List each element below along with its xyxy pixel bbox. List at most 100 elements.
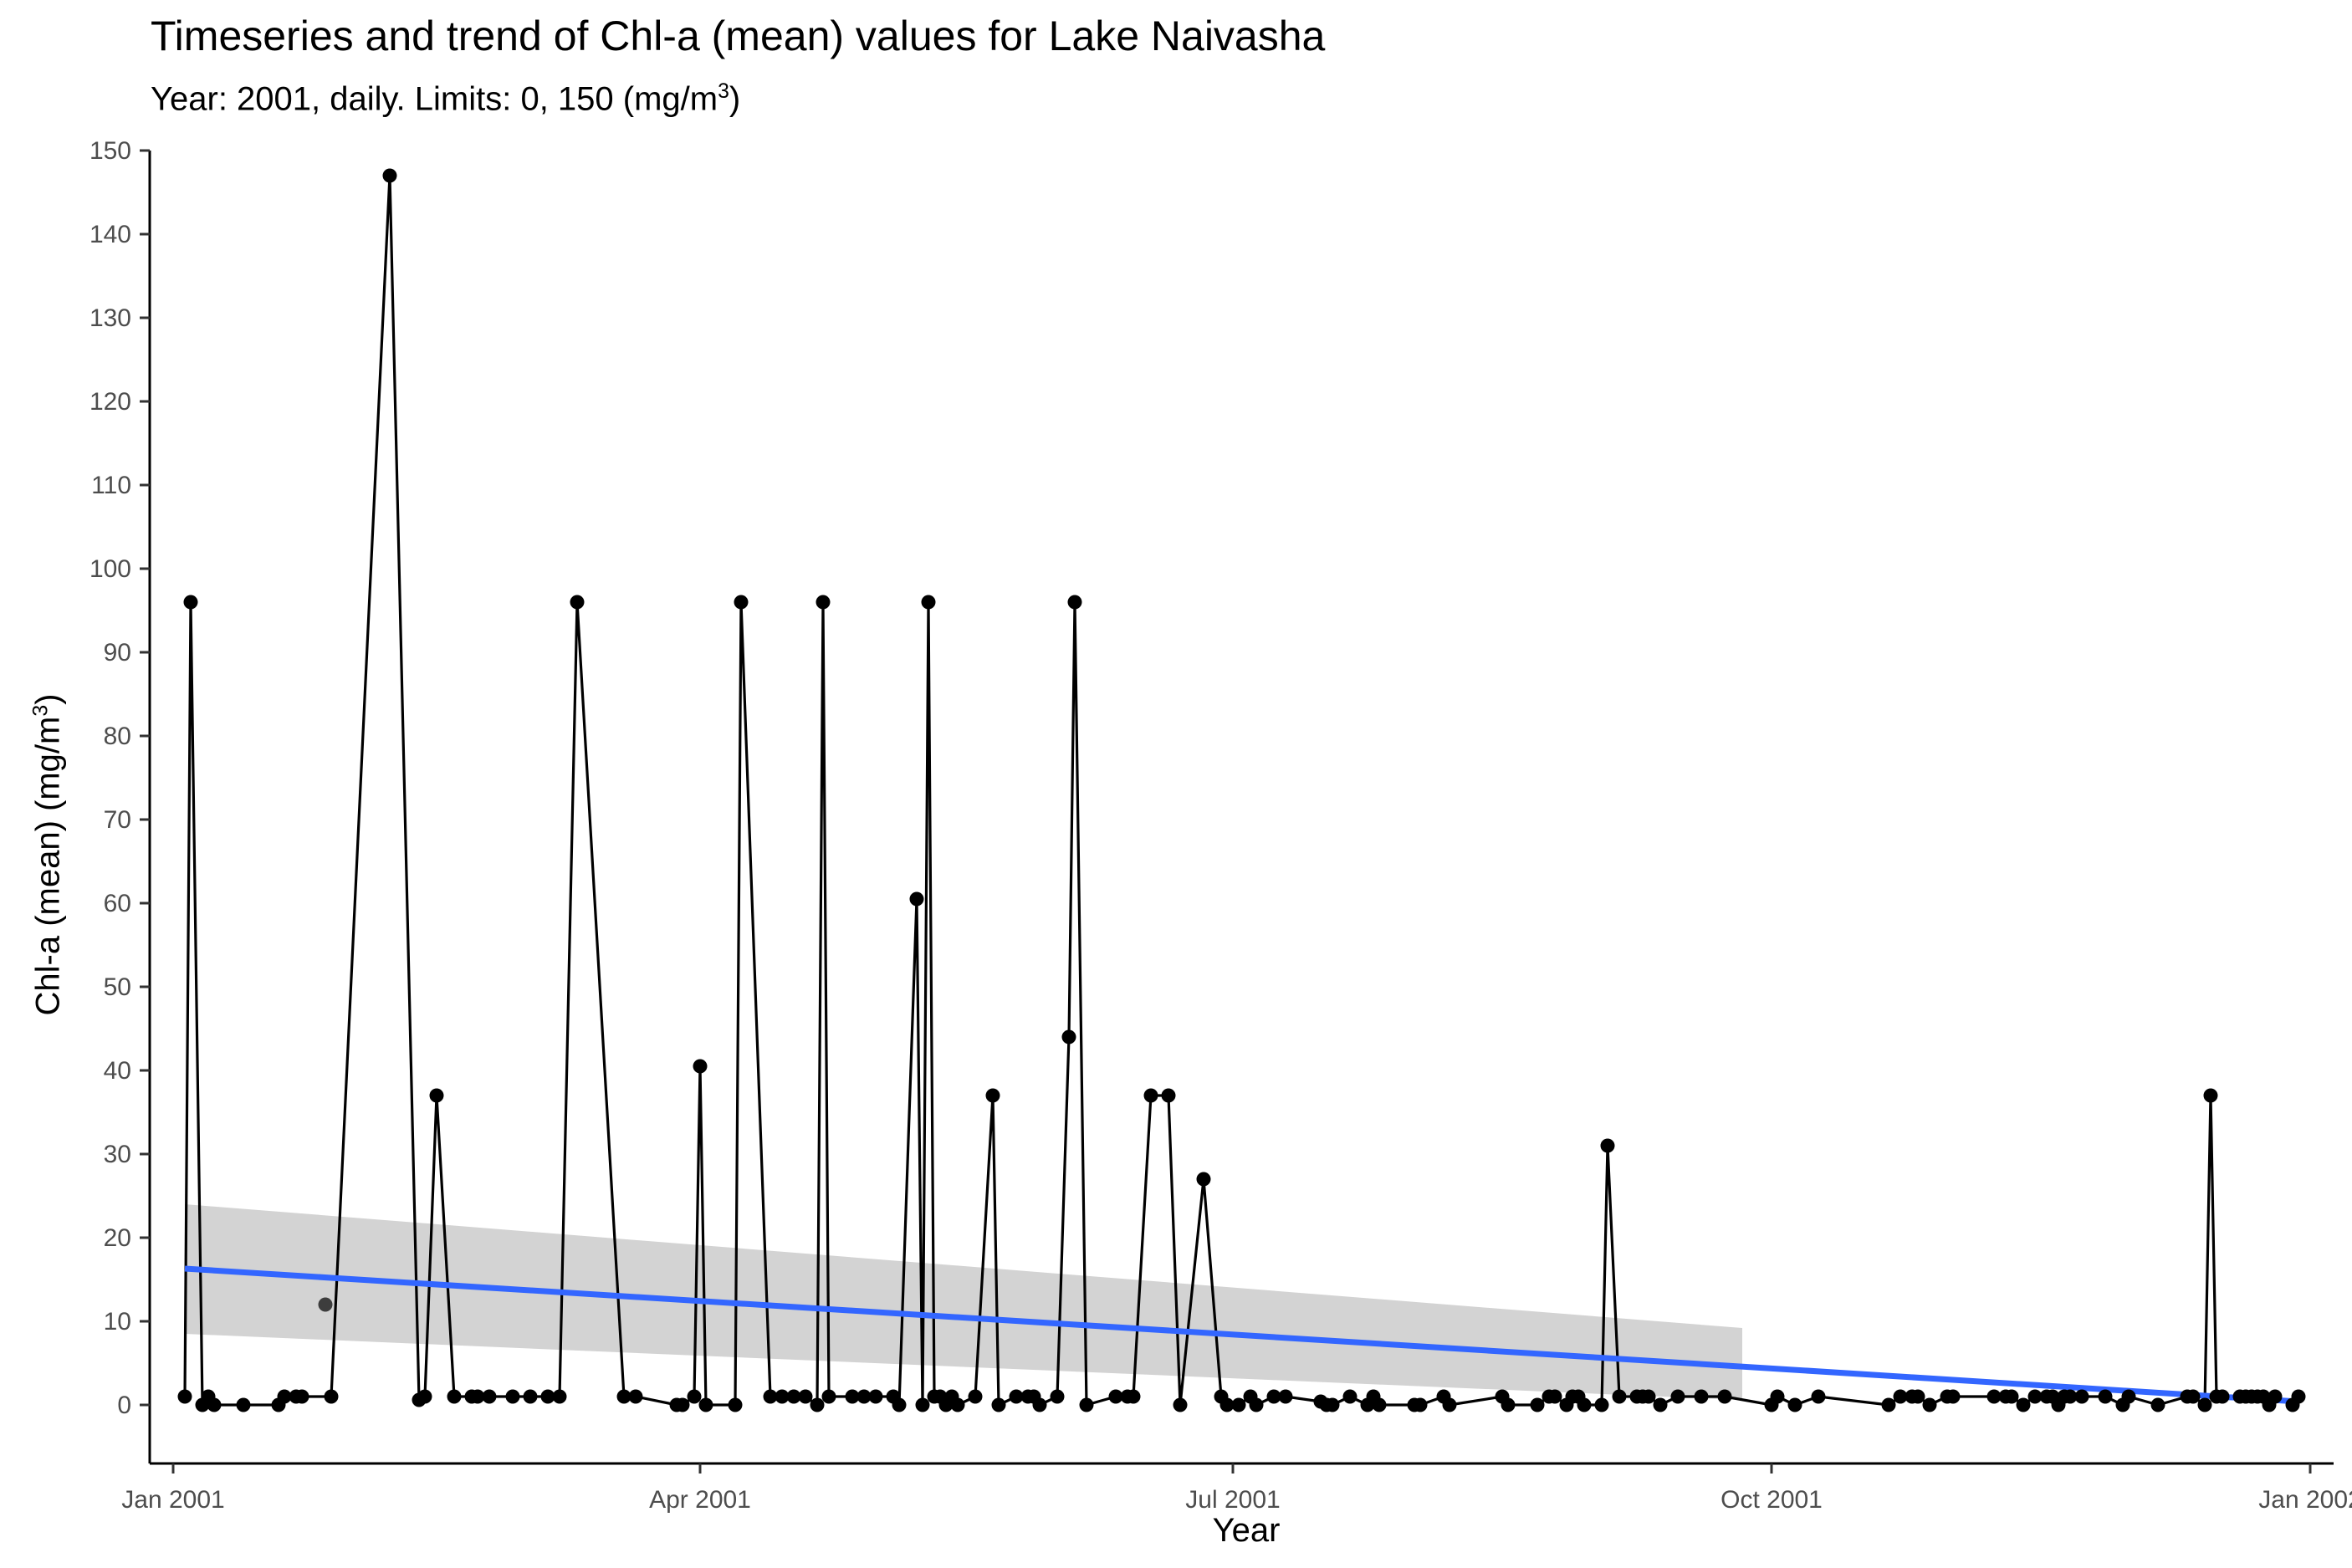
x-tick-label: Jan 2002 (2258, 1486, 2352, 1514)
data-point (763, 1389, 778, 1404)
data-point (1547, 1389, 1562, 1404)
data-point (2150, 1397, 2165, 1412)
data-point (687, 1389, 702, 1404)
data-point (775, 1389, 790, 1404)
data-point (892, 1397, 907, 1412)
y-tick-label: 30 (104, 1141, 131, 1168)
data-point (1413, 1397, 1428, 1412)
data-point (2268, 1389, 2283, 1404)
series-line (183, 174, 2300, 1407)
data-point (1653, 1397, 1668, 1412)
data-point (734, 595, 749, 610)
subtitle-suffix: ) (729, 80, 741, 118)
data-point (1067, 595, 1082, 610)
data-point (1266, 1389, 1281, 1404)
x-axis-label: Year (1212, 1512, 1281, 1549)
data-point (1219, 1397, 1235, 1412)
y-tick-label: 20 (104, 1224, 131, 1252)
data-point (417, 1389, 432, 1404)
data-point (786, 1389, 801, 1404)
data-point (1881, 1397, 1896, 1412)
data-point (1325, 1397, 1340, 1412)
data-point (470, 1389, 485, 1404)
data-point (1577, 1397, 1592, 1412)
subtitle-sup: 3 (718, 80, 729, 103)
data-point (1442, 1397, 1457, 1412)
data-point (2027, 1389, 2043, 1404)
x-tick-label: Oct 2001 (1721, 1486, 1823, 1514)
data-point (985, 1088, 1000, 1103)
data-point (1126, 1389, 1141, 1404)
confidence-band (185, 1204, 1742, 1400)
data-point (675, 1397, 690, 1412)
data-point (382, 168, 397, 183)
y-tick-label: 0 (117, 1392, 131, 1419)
data-point (868, 1389, 883, 1404)
data-point (628, 1389, 643, 1404)
data-point (2197, 1397, 2212, 1412)
data-point (1161, 1088, 1176, 1103)
y-tick-label: 130 (89, 304, 131, 332)
data-point (1009, 1389, 1024, 1404)
y-tick-label: 140 (89, 221, 131, 248)
data-point (552, 1389, 567, 1404)
data-point (1893, 1389, 1908, 1404)
data-point (505, 1389, 520, 1404)
data-point (236, 1397, 251, 1412)
data-point (1143, 1088, 1158, 1103)
y-tick-label: 100 (89, 555, 131, 583)
x-tick-label: Jan 2001 (121, 1486, 224, 1514)
y-tick-label: 90 (104, 639, 131, 667)
data-point (429, 1088, 444, 1103)
data-point (1670, 1389, 1685, 1404)
data-point (915, 1397, 930, 1412)
trend-line (184, 1265, 2299, 1405)
y-tick-label: 50 (104, 973, 131, 1001)
data-point (570, 595, 585, 610)
data-point (856, 1389, 872, 1404)
data-point (1050, 1389, 1065, 1404)
data-point (1612, 1389, 1627, 1404)
data-point (693, 1059, 708, 1074)
data-point (1231, 1397, 1246, 1412)
data-point (968, 1389, 983, 1404)
data-point (447, 1389, 462, 1404)
data-point (845, 1389, 860, 1404)
data-point (1173, 1397, 1188, 1412)
data-point (810, 1397, 825, 1412)
data-point (1770, 1389, 1785, 1404)
data-point (2074, 1389, 2089, 1404)
chart-subtitle: Year: 2001, daily. Limits: 0, 150 (mg/m3… (151, 80, 740, 118)
data-point (1530, 1397, 1545, 1412)
data-point (1196, 1172, 1211, 1187)
data-point (324, 1389, 339, 1404)
data-point (482, 1389, 497, 1404)
data-point (2098, 1389, 2113, 1404)
data-point (1811, 1389, 1826, 1404)
data-point (1600, 1138, 1615, 1153)
data-point (991, 1397, 1006, 1412)
data-point (616, 1389, 631, 1404)
data-point (523, 1389, 538, 1404)
data-point (2215, 1389, 2230, 1404)
data-point (1278, 1389, 1293, 1404)
y-tick-label: 150 (89, 137, 131, 165)
data-point (1910, 1389, 1925, 1404)
x-tick-label: Jul 2001 (1185, 1486, 1280, 1514)
chart-title: Timeseries and trend of Chl-a (mean) val… (151, 13, 1326, 59)
y-tick-label: 120 (89, 388, 131, 416)
data-point (1717, 1389, 1732, 1404)
data-point (1108, 1389, 1123, 1404)
data-point (816, 595, 831, 610)
data-point (1032, 1397, 1047, 1412)
y-tick-label: 10 (104, 1308, 131, 1336)
data-point (1342, 1389, 1358, 1404)
data-point (821, 1389, 836, 1404)
data-point (950, 1397, 965, 1412)
data-point (1372, 1397, 1387, 1412)
data-point (2186, 1389, 2201, 1404)
data-point (2203, 1088, 2218, 1103)
y-tick-label: 110 (91, 472, 131, 499)
data-point (2016, 1397, 2031, 1412)
